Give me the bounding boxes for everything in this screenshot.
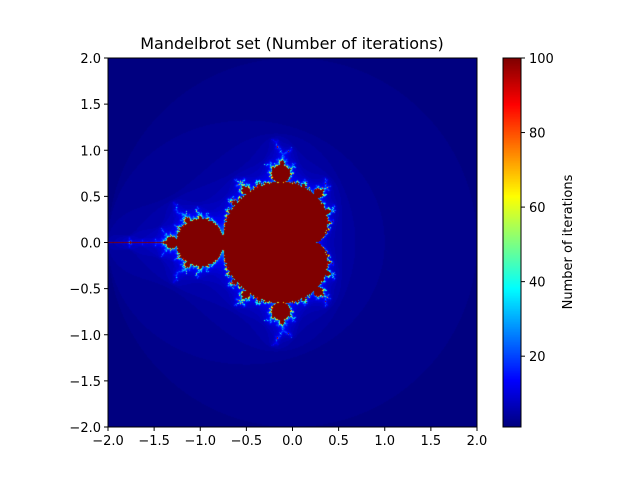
chart-title: Mandelbrot set (Number of iterations) [140, 34, 444, 53]
y-tick-label: −1.0 [69, 329, 101, 344]
heatmap-area [108, 58, 477, 427]
y-tick-label: −2.0 [69, 421, 101, 436]
colorbar-tick-label: 100 [529, 52, 554, 67]
x-tick-label: −1.5 [138, 434, 170, 449]
y-tick-label: −1.5 [69, 375, 101, 390]
mandelbrot-heatmap [108, 58, 477, 427]
x-tick-label: 2.0 [467, 434, 488, 449]
x-tick-label: −0.5 [231, 434, 263, 449]
y-tick-label: 2.0 [80, 52, 101, 67]
x-tick-label: 1.5 [421, 434, 442, 449]
x-tick-label: −2.0 [92, 434, 124, 449]
y-tick-label: 0.5 [80, 190, 101, 205]
x-tick-label: 1.0 [374, 434, 395, 449]
y-tick-label: 1.5 [80, 98, 101, 113]
x-tick-label: 0.5 [328, 434, 349, 449]
y-axis: 2.0 1.5 1.0 0.5 0.0 −0.5 −1.0 −1.5 −2.0 [69, 52, 108, 436]
colorbar-gradient [503, 58, 521, 427]
colorbar-label: Number of iterations [561, 174, 576, 309]
colorbar-tick-label: 40 [529, 276, 546, 291]
y-tick-label: 1.0 [80, 144, 101, 159]
x-tick-label: −1.0 [184, 434, 216, 449]
colorbar-tick-label: 60 [529, 201, 546, 216]
x-tick-label: 0.0 [282, 434, 303, 449]
x-axis: −2.0 −1.5 −1.0 −0.5 0.0 0.5 1.0 1.5 2.0 [92, 427, 487, 449]
colorbar-area [503, 58, 521, 427]
colorbar-frame [502, 57, 522, 428]
colorbar-axis: 20 40 60 80 100 [521, 52, 554, 365]
colorbar-tick-label: 80 [529, 127, 546, 142]
colorbar-tick-label: 20 [529, 350, 546, 365]
y-tick-label: 0.0 [80, 237, 101, 252]
y-tick-label: −0.5 [69, 283, 101, 298]
